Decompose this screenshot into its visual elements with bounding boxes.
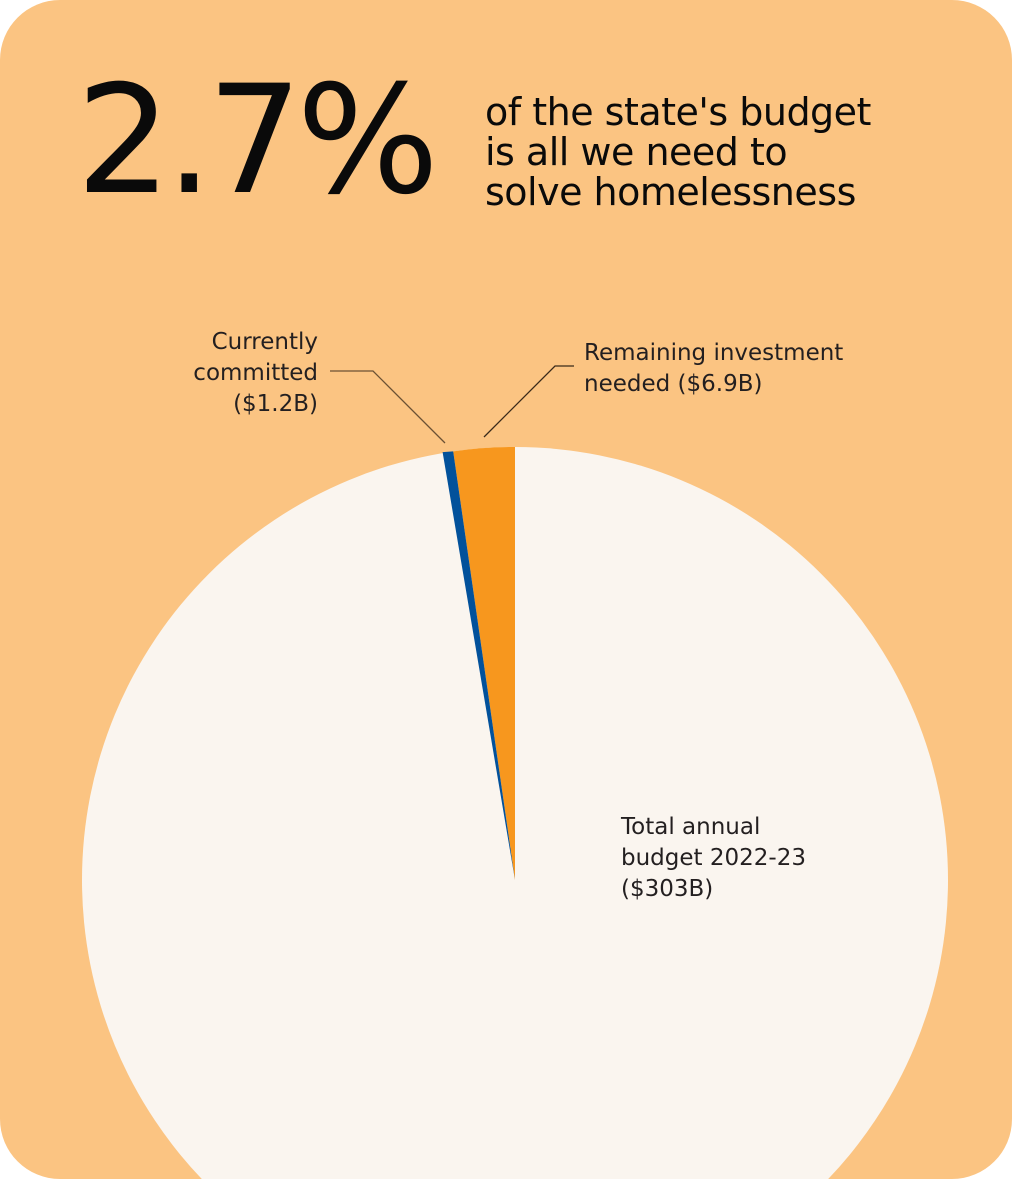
label-currently-committed: Currently committed ($1.2B): [193, 327, 318, 420]
headline-line-3: solve homelessness: [485, 170, 856, 214]
label-remaining-investment: Remaining investment needed ($6.9B): [584, 338, 843, 400]
label-committed-line-2: committed: [193, 360, 318, 386]
label-committed-line-3: ($1.2B): [233, 391, 318, 417]
headline-line-1: of the state's budget: [485, 90, 871, 134]
pie-slice-currently-committed: [442, 451, 515, 880]
label-committed-line-1: Currently: [211, 329, 318, 355]
label-total-line-3: ($303B): [621, 876, 714, 902]
label-total-budget: Total annual budget 2022-23 ($303B): [621, 812, 806, 905]
leader-line-committed: [330, 370, 446, 444]
headline-line-2: is all we need to: [485, 130, 788, 174]
label-remaining-line-1: Remaining investment: [584, 340, 844, 366]
headline: of the state's budget is all we need to …: [485, 92, 985, 212]
pie-slice-remaining-investment: [453, 446, 515, 880]
label-total-line-1: Total annual: [621, 814, 761, 840]
label-total-line-2: budget 2022-23: [621, 845, 806, 871]
leader-line-remaining: [483, 365, 574, 438]
big-stat-percentage: 2.7%: [76, 54, 439, 228]
label-remaining-line-2: needed ($6.9B): [584, 371, 763, 397]
